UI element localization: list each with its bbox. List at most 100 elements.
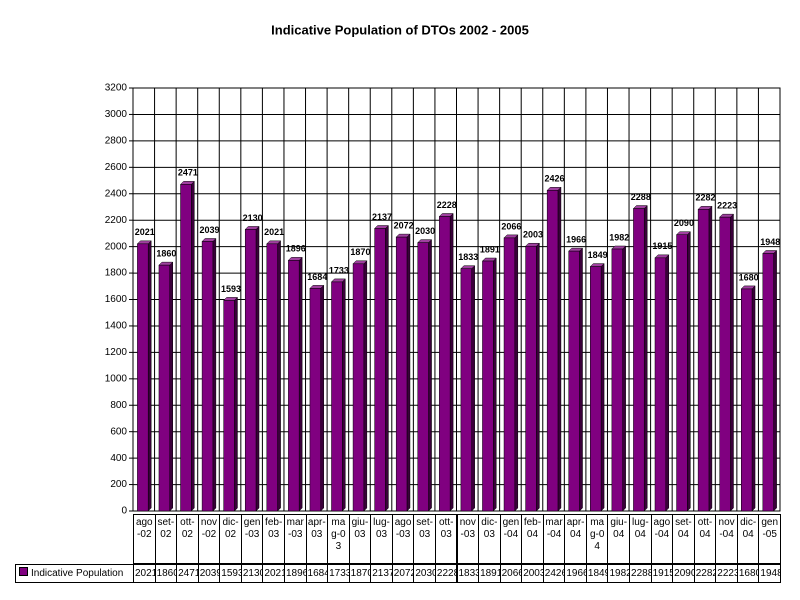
y-tick-label: 1800 <box>105 268 128 279</box>
bar <box>395 236 408 512</box>
x-tick-label: nov-03 <box>456 514 480 564</box>
y-tick-label: 2400 <box>105 188 128 199</box>
table-value: 1870 <box>348 564 372 583</box>
bar-side <box>471 265 475 512</box>
y-tick-label: 2800 <box>105 136 128 147</box>
data-label: 2228 <box>437 200 457 210</box>
bar <box>568 250 580 512</box>
table-value: 1896 <box>283 564 307 583</box>
table-value: 2030 <box>413 564 436 583</box>
bar <box>331 281 343 512</box>
bar-side <box>363 260 368 512</box>
table-value: 1966 <box>564 564 587 583</box>
x-tick-label: set-02 <box>154 514 178 564</box>
bar-side <box>665 254 670 512</box>
y-tick-label: 0 <box>121 506 127 517</box>
table-value: 2021 <box>133 564 156 583</box>
bar-side <box>212 237 217 512</box>
bar <box>719 216 731 512</box>
table-value: 1733 <box>327 564 350 583</box>
y-tick-label: 400 <box>110 453 127 464</box>
x-tick-label: nov-04 <box>715 514 738 564</box>
x-tick-label: nov-02 <box>197 514 221 564</box>
data-label: 1915 <box>652 241 672 251</box>
bar-side <box>449 212 454 512</box>
x-tick-label: giu-03 <box>348 514 372 564</box>
bar-side <box>492 257 497 512</box>
x-tick-label: ott-04 <box>693 514 717 564</box>
bar-side <box>643 204 648 512</box>
bar-side <box>320 284 324 512</box>
table-value: 2223 <box>715 564 738 583</box>
data-label: 1870 <box>350 247 370 257</box>
table-value: 1849 <box>585 564 609 583</box>
legend-key <box>19 567 28 576</box>
bar-side <box>579 247 583 512</box>
x-tick-label: ott-03 <box>434 514 458 564</box>
y-tick-label: 2600 <box>105 162 128 173</box>
data-label: 2130 <box>243 213 263 223</box>
legend-cell: Indicative Population <box>15 564 134 583</box>
y-tick-label: 3200 <box>105 83 128 94</box>
bar <box>266 243 278 512</box>
x-tick-label: ago-03 <box>391 514 415 564</box>
bar <box>352 263 365 512</box>
y-tick-label: 2000 <box>105 241 128 252</box>
data-label: 2066 <box>501 221 521 231</box>
bar-side <box>751 285 756 512</box>
bar <box>633 208 645 512</box>
table-value: 2066 <box>499 564 523 583</box>
x-tick-label: set-03 <box>413 514 436 564</box>
data-label: 2030 <box>415 226 435 236</box>
x-tick-label: feb-04 <box>521 514 544 564</box>
table-value: 1891 <box>478 564 501 583</box>
data-label: 1593 <box>221 284 241 294</box>
data-label: 1896 <box>286 244 306 254</box>
bar-side <box>277 240 281 512</box>
x-tick-label: ott-02 <box>176 514 199 564</box>
table-value: 2003 <box>521 564 544 583</box>
bar <box>460 268 472 512</box>
y-tick-label: 1600 <box>105 294 128 305</box>
bar-side <box>622 245 626 512</box>
table-value: 1860 <box>154 564 178 583</box>
bar <box>223 300 235 512</box>
bar-side <box>191 180 195 512</box>
bar <box>611 248 623 512</box>
y-tick-label: 1000 <box>105 373 128 384</box>
x-tick-label: mar-03 <box>283 514 307 564</box>
x-tick-label: dic-04 <box>736 514 760 564</box>
y-tick-label: 1200 <box>105 347 128 358</box>
table-value: 2426 <box>542 564 566 583</box>
y-tick-label: 600 <box>110 426 127 437</box>
table-value: 1833 <box>456 564 480 583</box>
bar <box>503 237 516 512</box>
data-label: 2137 <box>372 212 392 222</box>
x-tick-label: mag-04 <box>585 514 609 564</box>
bar-side <box>169 261 173 512</box>
bar <box>417 242 429 512</box>
data-label: 2021 <box>135 227 155 237</box>
data-label: 2072 <box>394 220 414 230</box>
data-label: 1891 <box>480 244 500 254</box>
x-tick-label: dic-03 <box>478 514 501 564</box>
table-value: 1593 <box>219 564 242 583</box>
data-label: 1948 <box>760 237 780 247</box>
data-label: 2426 <box>545 174 565 184</box>
y-tick-label: 2200 <box>105 215 128 226</box>
x-tick-label: lug-03 <box>370 514 393 564</box>
table-value: 2137 <box>370 564 393 583</box>
bar-side <box>428 239 432 512</box>
bar-side <box>234 296 238 512</box>
bar <box>546 190 559 512</box>
table-value: 2471 <box>176 564 199 583</box>
table-value: 1915 <box>650 564 674 583</box>
data-label: 1860 <box>156 249 176 259</box>
bar <box>439 216 451 512</box>
table-value: 1948 <box>758 564 781 583</box>
bar-side <box>687 231 691 512</box>
bar-side <box>708 205 713 512</box>
bar-side <box>298 256 303 512</box>
